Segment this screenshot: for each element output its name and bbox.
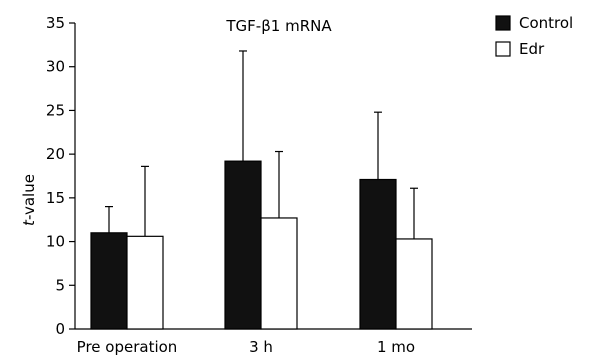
- bar-edr: [395, 238, 433, 330]
- y-tick-label: 5: [55, 276, 65, 294]
- x-tick-label: 3 h: [249, 338, 273, 356]
- bars: [90, 160, 433, 330]
- bar-control: [90, 232, 128, 330]
- bar-control: [224, 160, 262, 330]
- error-bars: [105, 50, 418, 239]
- y-tick-label: 25: [46, 101, 65, 119]
- y-axis-label-italic: t: [20, 219, 38, 226]
- chart-title: TGF-β1 mRNA: [225, 17, 332, 35]
- y-tick-label: 10: [46, 233, 65, 251]
- bar-control: [359, 178, 397, 330]
- y-tick-labels: 0 5 10 15 20 25 30 35: [46, 14, 65, 338]
- x-tick-labels: Pre operation 3 h 1 mo: [77, 338, 415, 356]
- y-tick-label: 30: [46, 58, 65, 76]
- y-tick-label: 35: [46, 14, 65, 32]
- x-tick-label: Pre operation: [77, 338, 178, 356]
- legend-swatch-control: [495, 15, 511, 31]
- legend-label-edr: Edr: [519, 40, 545, 58]
- y-tick-label: 20: [46, 145, 65, 163]
- bar-edr: [260, 217, 298, 330]
- y-axis-label: t-value: [20, 174, 38, 226]
- legend: Control Edr: [495, 14, 573, 58]
- y-tick-label: 0: [55, 320, 65, 338]
- y-axis-label-rest: -value: [20, 174, 38, 220]
- legend-label-control: Control: [519, 14, 573, 32]
- x-tick-label: 1 mo: [377, 338, 415, 356]
- legend-swatch-edr: [495, 41, 511, 57]
- bar-edr: [126, 235, 164, 330]
- y-tick-label: 15: [46, 189, 65, 207]
